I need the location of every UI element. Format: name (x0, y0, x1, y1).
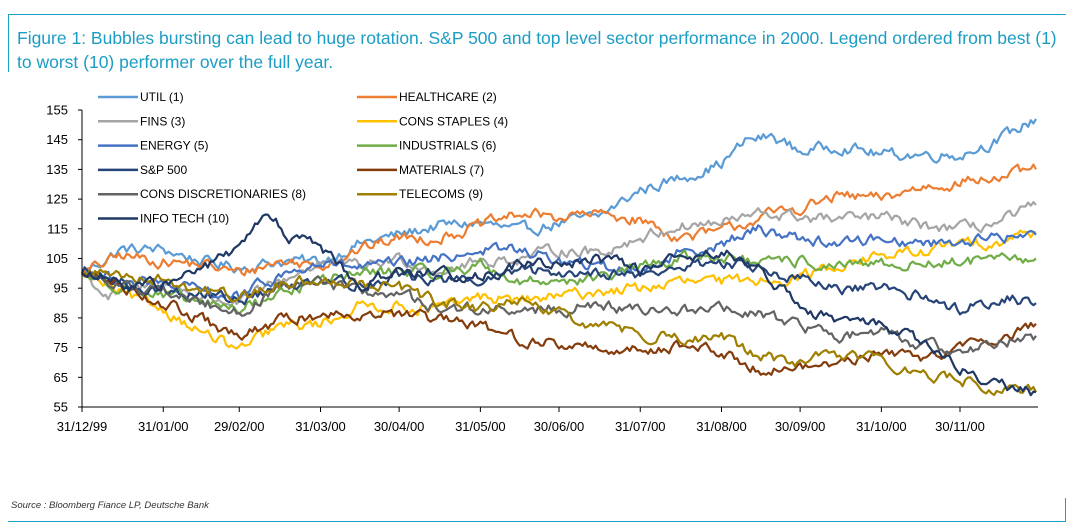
legend-entry-label: INFO TECH (10) (140, 212, 229, 226)
x-tick-label: 31/01/00 (138, 419, 189, 434)
legend: UTIL (1) HEALTHCARE (2) FINS (3) CONS STAPL… (98, 90, 508, 226)
legend-entry-label: CONS DISCRETIONARIES (8) (140, 187, 306, 201)
axes-layer: 55 65 75 85 95 105 115 125 135 145 155 31/12/99 31/0… (46, 103, 1038, 434)
line-chart: 55 65 75 85 95 105 115 125 135 145 155 31/12/99 31/0… (46, 90, 1038, 434)
legend-entry-label: FINS (3) (140, 114, 185, 128)
x-tick-label: 30/06/00 (534, 419, 585, 434)
series-line-6 (81, 249, 1037, 315)
y-tick-label: 115 (47, 221, 68, 236)
x-tick-label: 30/11/00 (935, 419, 985, 434)
figure-title: Figure 1: Bubbles bursting can lead to h… (17, 28, 1057, 72)
y-tick-label: 125 (46, 192, 68, 207)
series-layer (80, 118, 1037, 397)
legend-entry-label: ENERGY (5) (140, 139, 208, 153)
x-tick-label: 31/07/00 (615, 419, 666, 434)
y-tick-label: 155 (46, 103, 68, 118)
series-line-10 (81, 268, 1037, 397)
legend-entry-label: HEALTHCARE (2) (399, 90, 497, 104)
series-line-2 (81, 163, 1037, 277)
y-tick-label: 75 (54, 340, 68, 355)
x-tick-label: 31/08/00 (696, 419, 747, 434)
source-note: Source : Bloomberg Fiance LP, Deutsche B… (11, 500, 209, 511)
series-line-4 (81, 229, 1037, 350)
series-line-9 (81, 271, 1037, 356)
series-line-11 (81, 213, 1037, 397)
series-line-7 (80, 258, 1037, 316)
footer-frame-right-rule (1065, 498, 1066, 522)
legend-entry-label: TELECOMS (9) (399, 187, 483, 201)
legend-entry-label: UTIL (1) (140, 90, 184, 104)
y-tick-label: 145 (46, 132, 68, 147)
title-frame-top-rule (8, 14, 1066, 15)
y-tick-label: 65 (54, 370, 68, 385)
y-tick-label: 105 (46, 251, 68, 266)
series-line-1 (82, 118, 1037, 275)
x-tick-label: 29/02/00 (214, 419, 265, 434)
x-tick-label: 31/12/99 (57, 419, 108, 434)
footer-frame-bottom-rule (8, 521, 1066, 522)
legend-entry-label: S&P 500 (140, 163, 187, 177)
x-tick-label: 31/03/00 (295, 419, 346, 434)
legend-entry-label: CONS STAPLES (4) (399, 114, 508, 128)
x-tick-label: 30/09/00 (775, 419, 826, 434)
y-tick-label: 135 (46, 162, 68, 177)
x-tick-label: 30/04/00 (374, 419, 425, 434)
y-tick-label: 55 (54, 400, 68, 415)
x-tick-label: 31/05/00 (455, 419, 506, 434)
legend-entry-label: INDUSTRIALS (6) (399, 139, 496, 153)
legend-entry-label: MATERIALS (7) (399, 163, 484, 177)
y-tick-label: 85 (54, 310, 68, 325)
title-frame-left-rule (8, 14, 9, 72)
y-tick-label: 95 (54, 281, 68, 296)
x-tick-label: 31/10/00 (856, 419, 907, 434)
